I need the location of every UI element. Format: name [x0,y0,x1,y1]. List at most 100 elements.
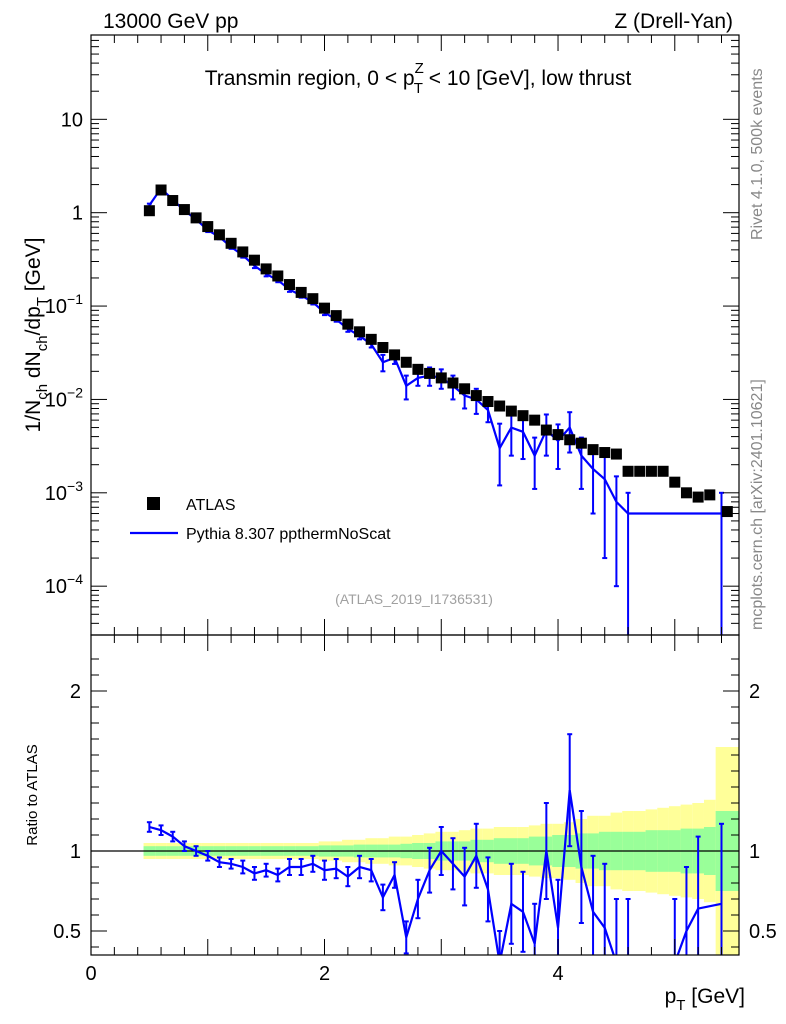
atlas-data-point [564,434,576,446]
atlas-data-point [377,341,389,353]
atlas-data-point [657,465,669,477]
y-tick-exp: −1 [67,291,83,307]
rivet-label: Rivet 4.1.0, 500k events [749,68,766,240]
y-tick-base: 10 [45,389,67,411]
ylabel-a: 1/N [22,400,45,433]
atlas-data-point [599,447,611,459]
atlas-data-point [459,383,471,395]
ratio-y-tick-label-right: 1 [749,841,760,863]
atlas-data-point [354,326,366,338]
atlas-data-point [494,400,506,412]
atlas-data-point [505,405,517,417]
y-tick-base: 10 [61,109,83,131]
atlas-data-point [389,349,401,361]
atlas-data-point [552,429,564,441]
x-tick-label: 0 [85,963,96,985]
analysis-watermark: (ATLAS_2019_I1736531) [335,591,493,607]
atlas-data-point [365,333,377,345]
atlas-data-point [470,390,482,402]
mcplots-label: mcplots.cern.ch [arXiv:2401.10621] [749,379,766,630]
ylabel-f: T [34,297,51,306]
ratio-y-tick-label-left: 1 [70,841,81,863]
atlas-data-point [692,491,704,503]
atlas-data-point [517,410,529,422]
y-tick-label: 10−1 [45,291,83,318]
atlas-data-point [435,372,447,384]
y-tick-base: 10 [45,576,67,598]
ylabel-b: ch [34,384,51,400]
ratio-y-tick-label-right: 0.5 [749,921,777,943]
atlas-data-point [248,254,260,266]
y-tick-base: 10 [45,483,67,505]
atlas-data-point [587,444,599,456]
x-axis-label: pT [GeV] [665,985,745,1014]
atlas-data-point [319,302,331,314]
atlas-data-point [237,246,249,258]
mc-series-line [148,186,722,515]
atlas-data-point [704,489,716,501]
atlas-data-point [225,237,237,249]
legend: ATLAS Pythia 8.307 ppthermNoScat [130,497,391,543]
ratio-y-tick-label-left: 2 [70,681,81,703]
ratio-frame [90,634,740,956]
atlas-data-point [260,263,272,275]
header-left: 13000 GeV pp [103,10,238,33]
ratio-data-layer [91,733,739,955]
y-tick-label: 10 [61,109,83,131]
xlabel-base: p [665,985,677,1008]
title-after: < 10 [GeV], low thrust [423,67,632,90]
ratio-y-tick-label-right: 2 [749,681,760,703]
ratio-series-line [149,790,722,955]
ylabel-d: ch [34,335,51,351]
y-tick-base: 10 [45,296,67,318]
atlas-data-point [342,318,354,330]
atlas-data-point [202,221,214,233]
atlas-data-point [283,279,295,291]
ylabel-c: dN [22,351,45,384]
y-tick-exp: −2 [67,384,83,400]
atlas-data-point [575,437,587,449]
header-right: Z (Drell-Yan) [614,10,733,33]
atlas-data-point [295,286,307,298]
x-tick-label: 4 [552,963,563,985]
xlabel-after: [GeV] [685,985,745,1008]
legend-pythia-label: Pythia 8.307 ppthermNoScat [186,526,391,543]
main-frame [90,34,740,636]
y-tick-label: 10−2 [45,384,83,411]
atlas-data-point [622,465,634,477]
atlas-data-point [400,356,412,368]
y-tick-exp: −3 [67,478,83,494]
atlas-data-point [680,487,692,499]
ratio-ylabel: Ratio to ATLAS [24,744,41,845]
atlas-data-point [447,377,459,389]
atlas-data-point [307,293,319,305]
y-tick-exp: −4 [67,571,83,587]
xlabel-sub: T [676,997,685,1014]
ylabel-e: /dp [22,306,45,335]
atlas-data-point [143,205,155,217]
title-sup: Z [415,60,424,77]
y-tick-base: 1 [72,203,83,225]
title-sub: T [414,80,423,97]
main-ylabel: 1/Nch dNch/dpT [GeV] [22,238,51,433]
atlas-data-point [634,465,646,477]
atlas-data-point [540,424,552,436]
atlas-data-point [155,184,167,196]
atlas-data-point [213,229,225,241]
atlas-data-point [645,465,657,477]
legend-atlas-marker [147,497,160,510]
main-title: Transmin region, 0 < pZ T < 10 [GeV], low… [205,60,632,97]
atlas-data-point [669,476,681,488]
atlas-data-point [610,448,622,460]
atlas-data-point [190,212,202,224]
atlas-data-point [424,367,436,379]
ylabel-g: [GeV] [22,238,45,298]
atlas-data-point [482,396,494,408]
y-tick-label: 10−4 [45,571,83,598]
atlas-data-point [272,270,284,282]
y-tick-label: 10−3 [45,478,83,505]
y-tick-label: 1 [72,203,83,225]
